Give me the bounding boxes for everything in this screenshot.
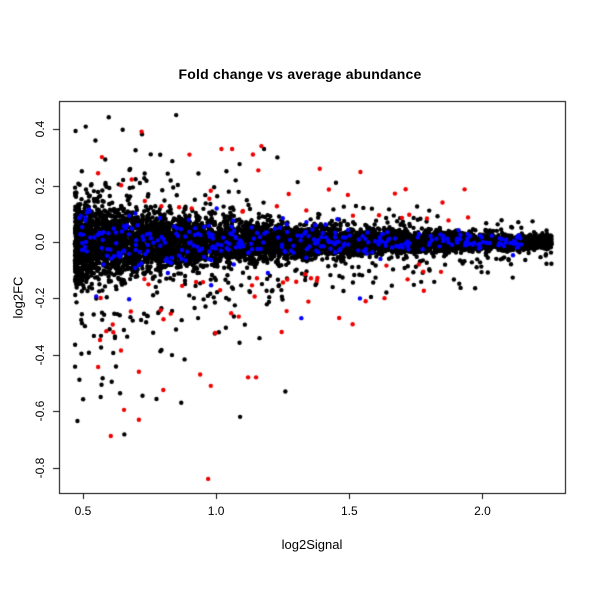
x-tick-label: 2.0 xyxy=(474,504,491,518)
x-tick-label: 1.5 xyxy=(340,504,358,518)
x-tick-label: 0.5 xyxy=(74,504,92,518)
y-tick-label: -0.4 xyxy=(33,344,47,366)
y-tick-label: 0.2 xyxy=(33,177,47,194)
x-axis-label: log2Signal xyxy=(281,537,343,552)
y-tick-label: -0.2 xyxy=(33,288,47,309)
y-axis-label: log2FC xyxy=(10,276,26,319)
y-tick-label: -0.6 xyxy=(33,400,47,422)
x-tick-label: 1.0 xyxy=(207,504,225,518)
y-tick-label: -0.8 xyxy=(33,457,47,478)
y-tick-label: 0.0 xyxy=(33,233,47,251)
y-tick-label: 0.4 xyxy=(33,120,47,138)
